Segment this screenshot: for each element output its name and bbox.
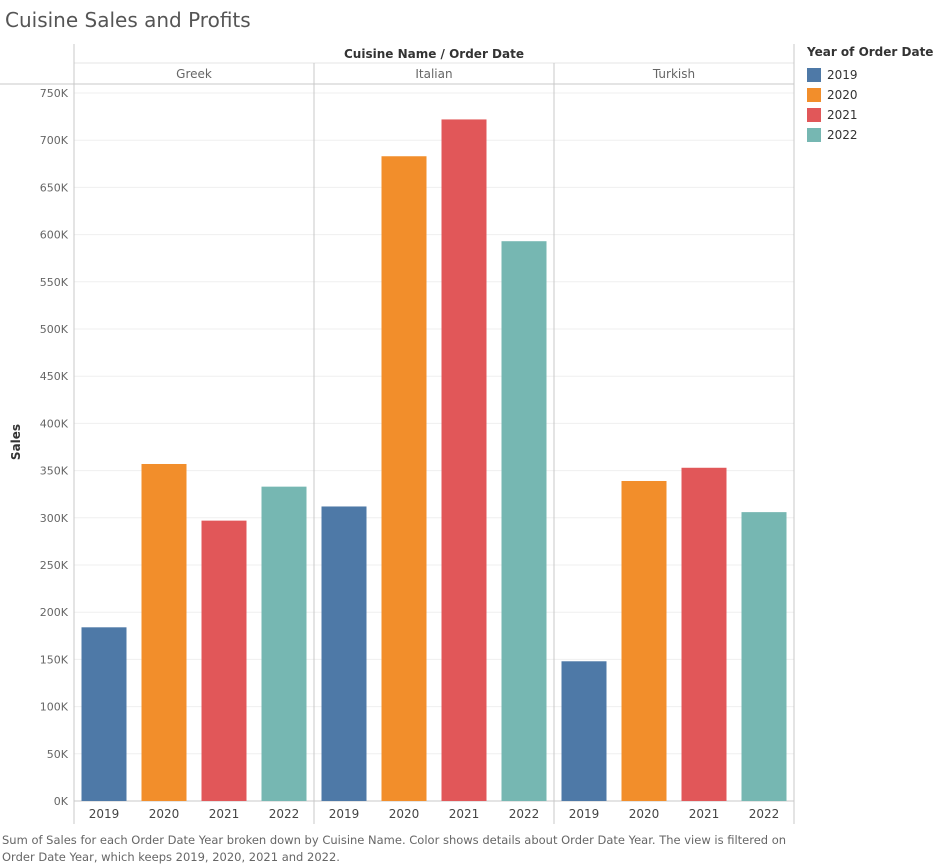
x-tick-label: 2022 [509, 807, 540, 821]
y-axis-label: Sales [9, 424, 23, 460]
panel-header-greek: Greek [176, 67, 212, 81]
y-tick-label: 600K [40, 229, 69, 242]
bar-greek-2019 [81, 627, 127, 801]
chart-caption: Sum of Sales for each Order Date Year br… [2, 833, 787, 864]
legend[interactable]: Year of Order Date 2019 2020 2021 2022 [807, 45, 933, 145]
x-tick-label: 2020 [629, 807, 660, 821]
y-tick-label: 650K [40, 181, 69, 194]
legend-swatch-2019 [807, 68, 821, 82]
y-tick-label: 0K [54, 795, 69, 808]
y-tick-label: 550K [40, 276, 69, 289]
legend-title: Year of Order Date [807, 45, 934, 59]
bar-turkish-2019 [561, 661, 607, 801]
bar-italian-2019 [321, 506, 367, 801]
y-tick-label: 350K [40, 465, 69, 478]
y-tick-label: 700K [40, 134, 69, 147]
x-tick-label: 2020 [149, 807, 180, 821]
x-tick-label: 2020 [389, 807, 420, 821]
bar-italian-2020 [381, 156, 427, 802]
legend-label: 2019 [827, 68, 858, 82]
x-tick-label: 2019 [569, 807, 600, 821]
legend-item-2020[interactable]: 2020 [807, 85, 933, 105]
y-tick-label: 300K [40, 512, 69, 525]
bar-turkish-2021 [681, 467, 727, 801]
legend-item-2021[interactable]: 2021 [807, 105, 933, 125]
legend-label: 2022 [827, 128, 858, 142]
legend-swatch-2022 [807, 128, 821, 142]
panel-header-italian: Italian [415, 67, 452, 81]
bar-greek-2021 [201, 520, 247, 801]
x-tick-label: 2021 [209, 807, 240, 821]
panel-header-turkish: Turkish [652, 67, 695, 81]
bar-italian-2022 [501, 241, 547, 801]
column-header: Cuisine Name / Order Date [344, 47, 524, 61]
y-tick-label: 500K [40, 323, 69, 336]
x-tick-label: 2021 [689, 807, 720, 821]
x-tick-label: 2021 [449, 807, 480, 821]
y-tick-label: 400K [40, 417, 69, 430]
legend-swatch-2021 [807, 108, 821, 122]
legend-item-2022[interactable]: 2022 [807, 125, 933, 145]
x-tick-label: 2019 [329, 807, 360, 821]
y-tick-label: 200K [40, 606, 69, 619]
y-tick-label: 250K [40, 559, 69, 572]
y-tick-label: 750K [40, 87, 69, 100]
bar-greek-2020 [141, 463, 187, 801]
legend-item-2019[interactable]: 2019 [807, 65, 933, 85]
y-tick-label: 100K [40, 701, 69, 714]
legend-label: 2020 [827, 88, 858, 102]
x-tick-label: 2019 [89, 807, 120, 821]
legend-label: 2021 [827, 108, 858, 122]
legend-swatch-2020 [807, 88, 821, 102]
y-tick-label: 150K [40, 653, 69, 666]
x-tick-label: 2022 [269, 807, 300, 821]
bar-turkish-2020 [621, 480, 667, 801]
chart-title: Cuisine Sales and Profits [5, 8, 251, 32]
chart-area: 0K 50K 100K 150K 200K 250K 300K 350K 400K 450K 500… [0, 44, 795, 824]
bar-greek-2022 [261, 486, 307, 801]
bar-italian-2021 [441, 119, 487, 801]
bar-turkish-2022 [741, 512, 787, 801]
y-tick-label: 50K [47, 748, 69, 761]
y-tick-label: 450K [40, 370, 69, 383]
x-tick-label: 2022 [749, 807, 780, 821]
